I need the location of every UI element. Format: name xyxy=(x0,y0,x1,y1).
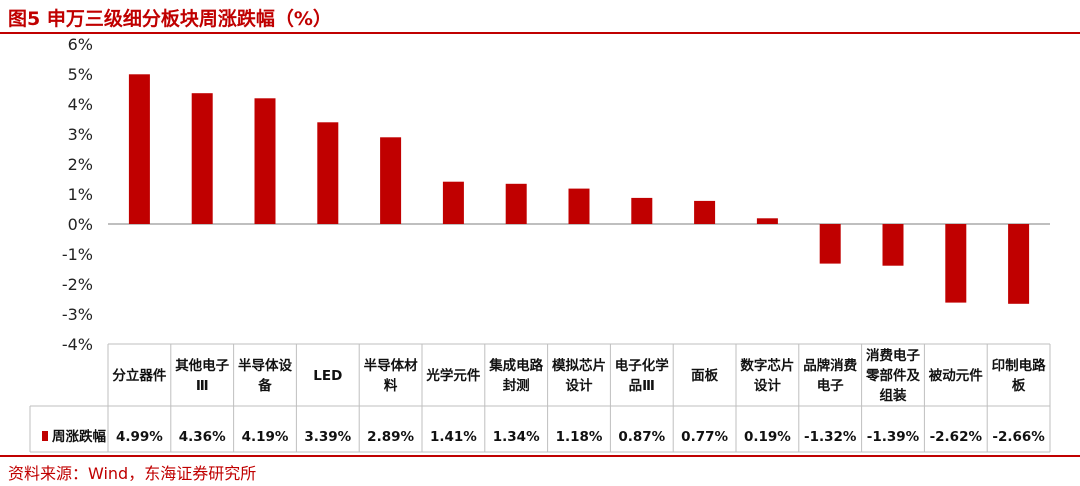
bar xyxy=(882,224,904,266)
category-label: LED xyxy=(313,368,342,384)
bar xyxy=(694,200,716,224)
category-label: 半导体材料 xyxy=(364,357,418,394)
bar xyxy=(631,197,653,224)
value-label: 0.77% xyxy=(681,429,728,445)
bar xyxy=(128,74,150,224)
bar xyxy=(505,183,527,224)
bar xyxy=(945,224,967,303)
bar xyxy=(191,93,213,224)
category-label: 其他电子 Ⅲ xyxy=(175,357,229,394)
bar xyxy=(442,181,464,224)
category-label: 电子化学品Ⅲ xyxy=(615,357,669,394)
value-label: 2.89% xyxy=(367,429,414,445)
y-tick-label: 3% xyxy=(68,125,93,144)
category-label: 消费电子零部件及组装 xyxy=(865,347,920,404)
y-tick-label: -1% xyxy=(62,245,93,264)
value-label: 0.87% xyxy=(618,429,665,445)
y-tick-label: 4% xyxy=(68,95,93,114)
y-tick-label: -3% xyxy=(62,305,93,324)
category-label: 数字芯片设计 xyxy=(740,357,794,394)
value-label: 1.18% xyxy=(556,429,603,445)
y-tick-label: 5% xyxy=(68,65,93,84)
bar xyxy=(380,137,402,224)
bar xyxy=(756,218,778,224)
value-label: -2.62% xyxy=(930,429,983,445)
value-labels: 4.99% 4.36% 4.19% 3.39% 2.89% 1.41% 1.34% 1.18%… xyxy=(116,429,1045,445)
title-rule xyxy=(0,32,1080,34)
category-label: 光学元件 xyxy=(425,367,480,384)
y-tick-label: 1% xyxy=(68,185,93,204)
value-label: -1.32% xyxy=(804,429,857,445)
y-tick-label: 6% xyxy=(68,35,93,54)
footer-rule xyxy=(0,455,1080,457)
y-tick-label: -4% xyxy=(62,335,93,354)
source-note: 资料来源：Wind，东海证券研究所 xyxy=(8,464,257,483)
y-tick-label: 2% xyxy=(68,155,93,174)
value-label: 0.19% xyxy=(744,429,791,445)
value-label: 3.39% xyxy=(304,429,351,445)
legend-label: 周涨跌幅 xyxy=(52,428,106,445)
data-table-grid xyxy=(29,343,1051,453)
value-label: -2.66% xyxy=(992,429,1045,445)
value-label: 4.36% xyxy=(179,429,226,445)
bar xyxy=(254,98,276,224)
legend: 周涨跌幅 xyxy=(42,428,106,445)
category-label: 被动元件 xyxy=(929,367,983,384)
y-tick-label: -2% xyxy=(62,275,93,294)
category-label: 模拟芯片设计 xyxy=(552,357,606,394)
category-label: 品牌消费电子 xyxy=(803,357,857,394)
value-label: -1.39% xyxy=(867,429,920,445)
bar xyxy=(819,224,841,264)
category-label: 半导体设备 xyxy=(238,357,292,394)
value-label: 1.41% xyxy=(430,429,477,445)
category-label: 分立器件 xyxy=(112,367,166,384)
category-label: 印制电路板 xyxy=(992,357,1046,394)
y-axis: 6% 5% 4% 3% 2% 1% 0% -1% -2% -3% -4% xyxy=(62,35,1050,354)
value-label: 4.19% xyxy=(242,429,289,445)
bar xyxy=(317,122,339,224)
category-label: 面板 xyxy=(691,367,719,384)
value-label: 4.99% xyxy=(116,429,163,445)
bar-series xyxy=(128,74,1030,304)
legend-swatch xyxy=(42,431,48,441)
figure-title: 图5 申万三级细分板块周涨跌幅（%） xyxy=(8,8,332,30)
y-tick-label: 0% xyxy=(68,215,93,234)
bar xyxy=(568,188,590,224)
bar xyxy=(1008,224,1030,304)
value-label: 1.34% xyxy=(493,429,540,445)
category-label: 集成电路封测 xyxy=(488,357,543,394)
